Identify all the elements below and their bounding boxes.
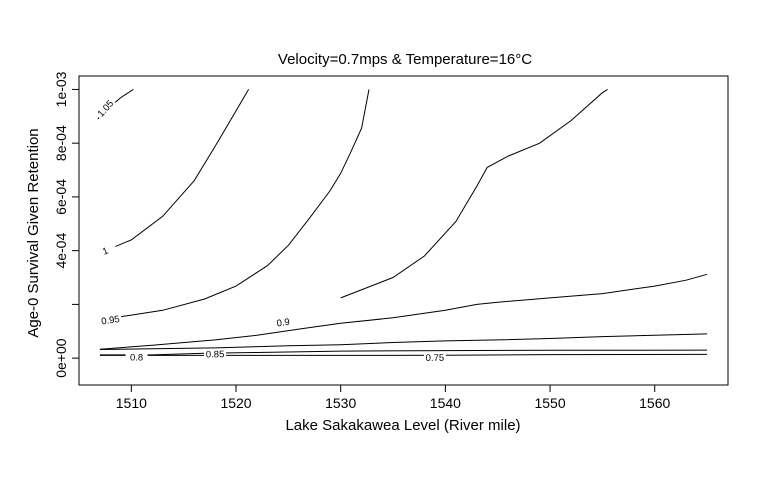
contour-lines: [97, 88, 708, 356]
contour-label-bg: [204, 348, 227, 359]
y-tick-label: 6e-04: [53, 179, 69, 215]
x-tick-label: 1530: [325, 395, 356, 411]
y-tick-label: 8e-04: [53, 125, 69, 161]
contour-line: [99, 89, 370, 321]
y-tick-label: 4e-04: [53, 233, 69, 269]
x-tick-label: 1560: [639, 395, 670, 411]
contour-label: 1: [101, 245, 110, 257]
contour-label-bg: [94, 96, 117, 120]
contour-label-bg: [125, 352, 148, 363]
contour-line: [99, 333, 708, 350]
y-axis: 0e+00 4e-04 6e-04 8e-04 1e-03: [53, 71, 79, 378]
contour-label-bg: [271, 315, 295, 329]
x-axis: 1510 1520 1530 1540 1550 1560: [116, 385, 671, 411]
contour-label: 0.95: [101, 314, 121, 328]
y-axis-label: Age-0 Survival Given Retention: [25, 128, 42, 337]
contour-label-bg: [423, 352, 446, 363]
x-tick-label: 1540: [430, 395, 461, 411]
contour-line: [340, 88, 608, 299]
contour-label: 0.8: [130, 353, 143, 364]
plot-frame: [78, 75, 729, 386]
contour-label: 0.85: [206, 349, 225, 360]
x-tick-label: 1550: [534, 395, 565, 411]
y-tick-label: 0e+00: [53, 338, 69, 378]
contour-label-bg: [93, 241, 118, 260]
y-tick-label: 1e-03: [53, 71, 69, 107]
contour-line: [105, 89, 250, 252]
contour-label: 0.9: [276, 317, 291, 330]
chart-title: Velocity=0.7mps & Temperature=16°C: [278, 51, 532, 68]
contour-label-bg: [98, 313, 123, 327]
contour-line: [99, 273, 708, 350]
x-axis-label: Lake Sakakawea Level (River mile): [285, 417, 520, 434]
contour-line: [99, 353, 708, 356]
x-tick-label: 1510: [116, 395, 147, 411]
contour-line: [99, 349, 708, 356]
x-tick-label: 1520: [220, 395, 251, 411]
contour-label: 0.75: [426, 353, 445, 364]
